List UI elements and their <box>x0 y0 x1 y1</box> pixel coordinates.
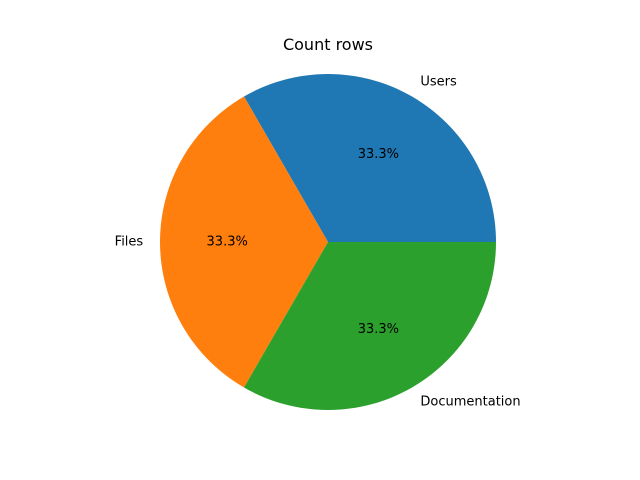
slice-label-documentation: Documentation <box>420 395 520 410</box>
pie-labels: Users 33.3% Files 33.3% Documentation 33.3% <box>115 74 521 409</box>
pie-slices <box>160 74 496 410</box>
chart-title: Count rows <box>283 35 373 54</box>
pie-slice-files <box>160 96 328 388</box>
percent-label-files: 33.3% <box>207 235 248 250</box>
slice-label-files: Files <box>115 235 144 250</box>
percent-label-users: 33.3% <box>358 147 399 162</box>
pie-slice-users <box>244 74 496 242</box>
pie-slice-documentation <box>244 242 496 410</box>
percent-label-documentation: 33.3% <box>358 322 399 337</box>
slice-label-users: Users <box>420 74 457 89</box>
